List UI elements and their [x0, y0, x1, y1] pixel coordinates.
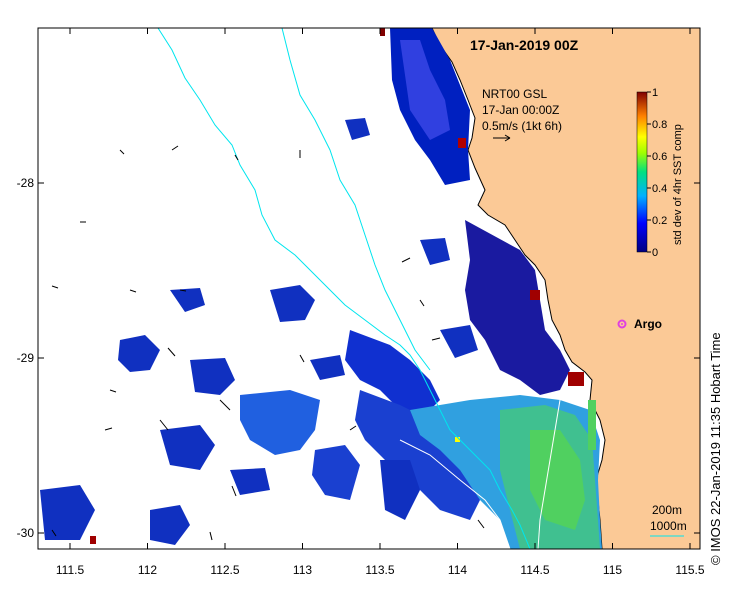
y-axis-ticks: -28 -29 -30: [17, 176, 700, 540]
x-axis-ticks: 111.5 112 112.5 113 113.5 114 114.5 115 115.5: [56, 28, 705, 577]
x-tick-label: 115: [603, 563, 622, 577]
x-tick-label: 113.5: [365, 563, 394, 577]
argo-label: Argo: [634, 317, 662, 331]
plot-frame: [37, 27, 701, 550]
y-tick-label: -29: [17, 351, 35, 365]
annotation-line2: 17-Jan 00:00Z: [482, 103, 559, 117]
x-tick-label: 115.5: [675, 563, 704, 577]
legend-1000m: 1000m: [650, 519, 687, 533]
argo-marker: [617, 319, 627, 329]
colorbar-tick-label: 0: [652, 247, 658, 259]
x-tick-label: 114.5: [520, 563, 549, 577]
isobath-200m-shelf: [281, 28, 431, 371]
credit-text: © IMOS 22-Jan-2019 11:35 Hobart Time: [708, 332, 723, 565]
scale-arrow: [493, 134, 511, 142]
x-tick-label: 112: [138, 563, 157, 577]
isobath-1000m: [399, 439, 511, 549]
colorbar-ticks: 0 0.2 0.4 0.6 0.8 1: [647, 87, 667, 259]
colorbar-tick-label: 0.8: [652, 119, 667, 131]
x-tick-label: 113: [293, 563, 312, 577]
annotation-line3: 0.5m/s (1kt 6h): [482, 119, 562, 133]
colorbar: [636, 91, 648, 253]
sst-data-clusters: [40, 28, 602, 549]
annotation-line1: NRT00 GSL: [482, 87, 547, 101]
isobath-1000m-inner: [537, 399, 561, 549]
y-tick-label: -28: [17, 176, 35, 190]
x-tick-label: 111.5: [56, 563, 85, 577]
legend-200m: 200m: [652, 503, 682, 517]
x-tick-label: 112.5: [210, 563, 239, 577]
map-title: 17-Jan-2019 00Z: [470, 37, 579, 53]
colorbar-tick-label: 0.6: [652, 151, 667, 163]
y-tick-label: -30: [17, 526, 35, 540]
colorbar-tick-label: 0.2: [652, 215, 667, 227]
x-tick-label: 114: [448, 563, 467, 577]
colorbar-label: std dev of 4hr SST comp: [672, 124, 684, 245]
current-vectors: [51, 145, 485, 541]
colorbar-tick-label: 0.4: [652, 183, 667, 195]
colorbar-tick-label: 1: [652, 87, 658, 99]
isobath-200m: [157, 28, 531, 549]
